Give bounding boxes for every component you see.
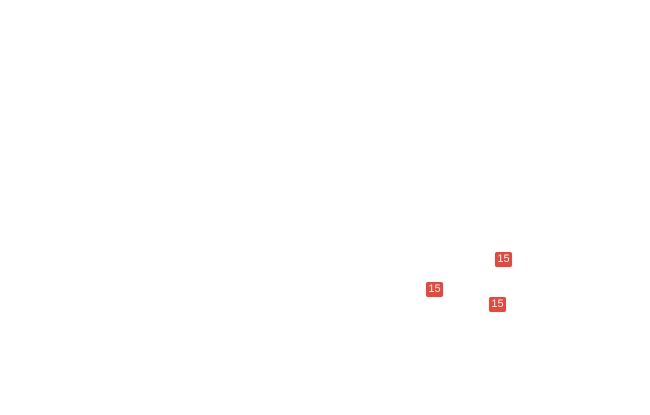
map-marker-badge[interactable]: 15: [426, 282, 443, 297]
map-marker-badge[interactable]: 15: [489, 297, 506, 312]
map-marker-badge[interactable]: 15: [495, 252, 512, 267]
